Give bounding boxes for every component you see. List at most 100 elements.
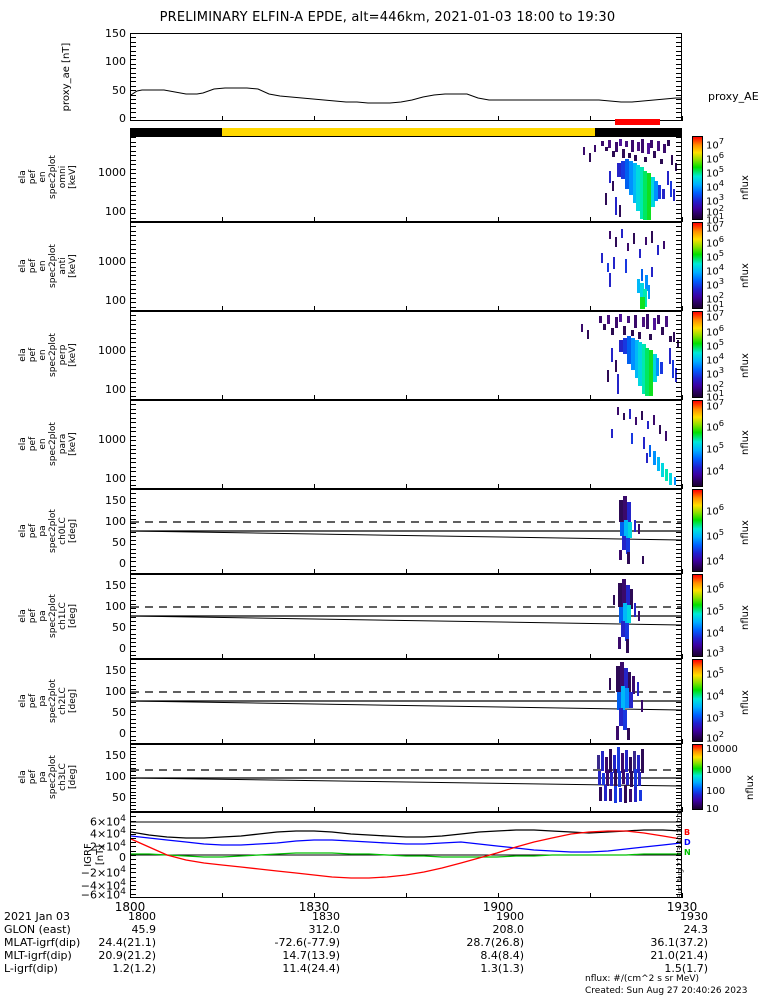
axis-tick bbox=[131, 859, 136, 860]
axis-tick bbox=[131, 146, 136, 147]
axis-tick bbox=[131, 842, 136, 843]
axis-tick bbox=[676, 146, 681, 147]
axis-tick bbox=[676, 267, 681, 268]
axis-tick bbox=[131, 864, 136, 865]
ytick-ch3-100: 100 bbox=[105, 770, 126, 783]
axis-tick bbox=[131, 37, 136, 38]
footer-c2-r3: 8.4(8.4) bbox=[480, 949, 524, 962]
axis-tick bbox=[131, 498, 136, 499]
axis-tick bbox=[131, 271, 136, 272]
ylabel-line: spec2plot bbox=[48, 679, 58, 723]
axis-tick bbox=[131, 137, 136, 138]
axis-tick bbox=[131, 523, 136, 524]
panel-pa-ch3lc-ylabel-2: pef bbox=[28, 742, 38, 812]
axis-tick bbox=[131, 710, 136, 711]
axis-tick bbox=[131, 182, 136, 183]
axis-tick bbox=[676, 583, 681, 584]
panel-pa-ch2lc-ylabel: ela bbox=[18, 658, 28, 744]
axis-tick bbox=[131, 834, 136, 835]
axis-tick-x bbox=[314, 395, 315, 400]
axis-tick bbox=[676, 46, 681, 47]
axis-tick bbox=[676, 37, 681, 38]
ytick-anti-1000: 1000 bbox=[98, 255, 126, 268]
ytick-igrf-m6e4: −6×104 bbox=[80, 886, 126, 902]
axis-tick bbox=[676, 396, 681, 397]
axis-tick-x bbox=[590, 395, 591, 400]
cb-anti-1e6: 106 bbox=[706, 234, 725, 250]
axis-tick bbox=[131, 764, 136, 765]
ylabel-line: spec2plot bbox=[48, 155, 58, 199]
ylabel-line: en bbox=[38, 260, 48, 272]
panel-en-anti-ylabel-6: [keV] bbox=[68, 221, 78, 311]
footer-c0-r3: 20.9(21.2) bbox=[98, 949, 156, 962]
panel-pa-ch3lc-ylabel-6: [deg] bbox=[68, 742, 78, 812]
axis-tick-x bbox=[406, 116, 407, 121]
axis-tick-x bbox=[682, 739, 683, 744]
axis-tick bbox=[676, 502, 681, 503]
axis-tick bbox=[131, 204, 136, 205]
axis-tick bbox=[676, 356, 681, 357]
axis-tick-x bbox=[314, 893, 315, 898]
ytick-ch0-50: 50 bbox=[112, 536, 126, 549]
axis-tick bbox=[676, 133, 681, 134]
axis-tick bbox=[131, 329, 136, 330]
axis-tick bbox=[131, 754, 136, 755]
cb-perp-1e4: 104 bbox=[706, 351, 725, 367]
panel-igrf bbox=[130, 812, 682, 898]
cb-omni-name: nflux bbox=[740, 175, 751, 200]
cb-ch1-1e6: 106 bbox=[706, 580, 725, 596]
axis-tick-x bbox=[222, 893, 223, 898]
axis-tick bbox=[676, 378, 681, 379]
axis-tick bbox=[131, 781, 136, 782]
axis-tick bbox=[676, 329, 681, 330]
axis-tick bbox=[676, 342, 681, 343]
ylabel-line: ela bbox=[18, 348, 28, 362]
axis-tick bbox=[676, 33, 681, 34]
axis-tick bbox=[676, 90, 681, 91]
axis-tick bbox=[676, 498, 681, 499]
axis-tick bbox=[131, 829, 136, 830]
ylabel-line: ch1LC bbox=[58, 602, 68, 630]
axis-tick bbox=[131, 872, 136, 873]
axis-tick bbox=[131, 544, 136, 545]
panel-en-para-ylabel-3: en bbox=[38, 399, 48, 489]
ylabel-line: ela bbox=[18, 609, 28, 623]
axis-tick bbox=[676, 262, 681, 263]
axis-tick bbox=[131, 275, 136, 276]
axis-tick bbox=[131, 798, 136, 799]
axis-tick bbox=[131, 95, 136, 96]
axis-tick bbox=[676, 612, 681, 613]
panel-en-para-ylabel-6: [keV] bbox=[68, 399, 78, 489]
axis-tick bbox=[676, 81, 681, 82]
footer-c1-r0: 1830 bbox=[312, 910, 340, 923]
axis-tick bbox=[131, 462, 136, 463]
ytick-ch2-0: 0 bbox=[119, 727, 126, 740]
axis-tick bbox=[676, 404, 681, 405]
ytick-para-1000: 1000 bbox=[98, 433, 126, 446]
axis-tick bbox=[676, 515, 681, 516]
axis-tick bbox=[131, 731, 136, 732]
axis-tick-x bbox=[222, 569, 223, 574]
axis-tick bbox=[131, 816, 136, 817]
axis-tick bbox=[676, 99, 681, 100]
axis-tick bbox=[676, 792, 681, 793]
axis-tick bbox=[676, 108, 681, 109]
axis-tick-x bbox=[498, 217, 499, 222]
ytick-igrf-m4e4: −4×104 bbox=[80, 877, 126, 893]
axis-tick bbox=[131, 396, 136, 397]
ylabel-line: para bbox=[58, 433, 68, 455]
axis-tick bbox=[676, 761, 681, 762]
ytick-ch0-100: 100 bbox=[105, 515, 126, 528]
axis-tick bbox=[131, 364, 136, 365]
cb-ch1-1e4: 104 bbox=[706, 624, 725, 640]
axis-tick bbox=[131, 676, 136, 677]
axis-tick bbox=[131, 561, 136, 562]
cb-omni-1e5: 105 bbox=[706, 164, 725, 180]
axis-tick bbox=[131, 173, 136, 174]
axis-tick-x bbox=[590, 484, 591, 489]
axis-tick bbox=[131, 629, 136, 630]
axis-tick bbox=[131, 86, 136, 87]
panel-en-perp-ylabel-5: perp bbox=[58, 310, 68, 400]
ylabel-line: pef bbox=[28, 169, 38, 185]
axis-tick bbox=[676, 302, 681, 303]
